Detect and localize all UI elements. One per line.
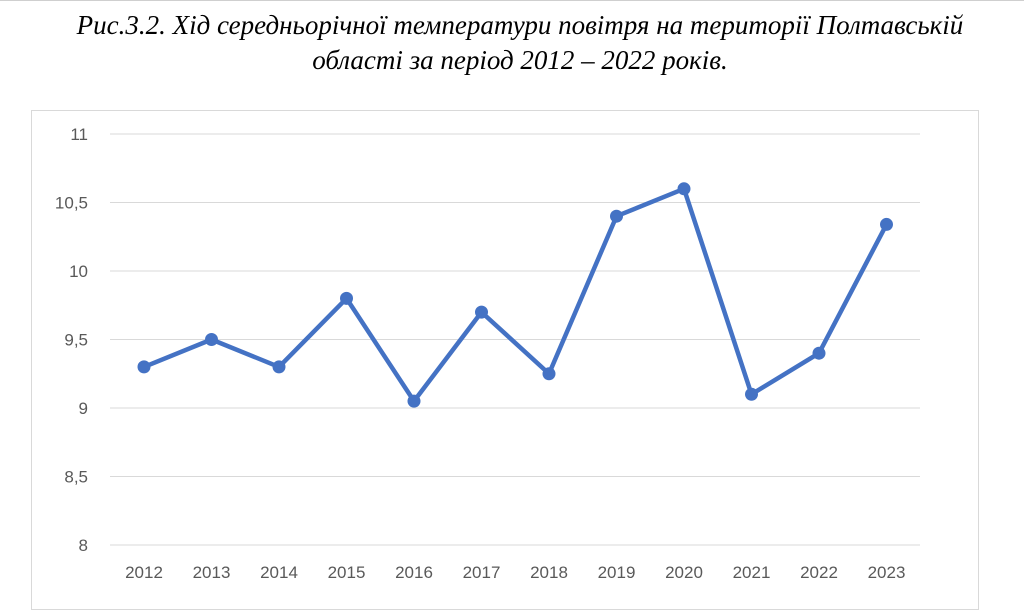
series-layer bbox=[137, 182, 893, 408]
data-point bbox=[745, 387, 758, 401]
caption-line-2: області за період 2012 – 2022 років. bbox=[312, 45, 728, 75]
x-tick-label: 2017 bbox=[463, 563, 501, 582]
data-point bbox=[272, 360, 286, 374]
x-tick-label: 2020 bbox=[665, 563, 703, 582]
y-tick-label: 9,5 bbox=[64, 331, 88, 350]
data-point bbox=[205, 333, 218, 346]
y-tick-label: 8 bbox=[79, 536, 88, 555]
x-tick-label: 2023 bbox=[868, 563, 906, 582]
data-point bbox=[880, 217, 893, 231]
data-point bbox=[610, 209, 623, 223]
x-axis-ticks: 2012 2013 2014 2015 2016 2017 2018 2019 2020 2021… bbox=[125, 563, 905, 582]
data-point bbox=[137, 360, 151, 374]
x-tick-label: 2013 bbox=[193, 563, 231, 582]
x-tick-label: 2016 bbox=[395, 563, 433, 582]
gridlines bbox=[110, 133, 920, 546]
data-point bbox=[542, 367, 556, 381]
y-tick-label: 10,5 bbox=[55, 194, 88, 213]
caption-line-1: Рис.3.2. Хід середньорічної температури … bbox=[76, 10, 964, 40]
figure-caption: Рис.3.2. Хід середньорічної температури … bbox=[20, 8, 1020, 78]
x-tick-label: 2022 bbox=[800, 563, 838, 582]
top-rule bbox=[0, 0, 1024, 1]
y-tick-label: 8,5 bbox=[64, 468, 88, 487]
y-tick-label: 9 bbox=[79, 399, 88, 418]
chart-frame bbox=[31, 110, 979, 610]
data-point bbox=[407, 394, 421, 408]
x-tick-label: 2012 bbox=[125, 563, 163, 582]
x-tick-label: 2014 bbox=[260, 563, 298, 582]
x-tick-label: 2015 bbox=[328, 563, 366, 582]
x-tick-label: 2019 bbox=[598, 563, 636, 582]
data-point bbox=[475, 305, 488, 319]
y-tick-label: 10 bbox=[69, 262, 88, 281]
data-point bbox=[677, 182, 691, 196]
data-point bbox=[812, 346, 826, 360]
x-tick-label: 2018 bbox=[530, 563, 568, 582]
y-tick-label: 11 bbox=[70, 125, 88, 144]
series-line bbox=[141, 186, 889, 404]
x-tick-label: 2021 bbox=[733, 563, 771, 582]
y-axis-ticks: 8 8,5 9 9,5 10 10,5 11 bbox=[55, 125, 88, 555]
data-point bbox=[340, 291, 353, 305]
